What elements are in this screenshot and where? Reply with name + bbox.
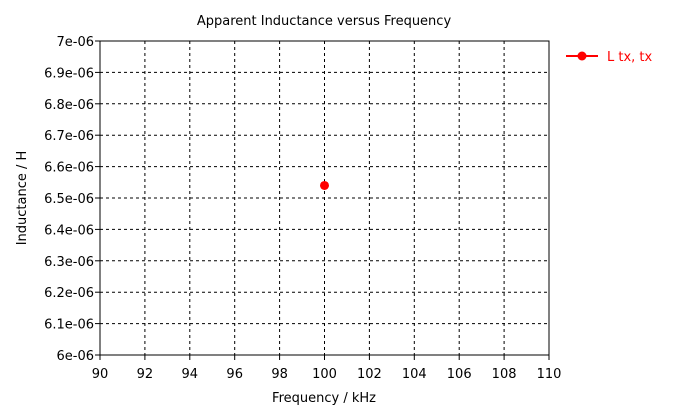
y-axis-title: Inductance / H	[15, 151, 30, 246]
data-point	[320, 180, 329, 190]
x-tick-label: 90	[92, 367, 109, 382]
legend[interactable]: L tx, tx	[566, 50, 653, 65]
x-axis-title: Frequency / kHz	[272, 391, 376, 406]
y-tick-label: 6.6e-06	[44, 161, 94, 176]
y-tick-label: 6.9e-06	[44, 66, 94, 81]
legend-label: L tx, tx	[607, 50, 653, 65]
y-tick-label: 6.7e-06	[44, 129, 94, 144]
x-tick-label: 96	[226, 367, 243, 382]
legend-marker	[577, 51, 587, 61]
y-tick-label: 7e-06	[56, 35, 94, 50]
y-tick-label: 6.4e-06	[44, 223, 94, 238]
x-tick-label: 98	[271, 367, 288, 382]
x-tick-label: 108	[492, 367, 517, 382]
x-tick-label: 104	[402, 367, 427, 382]
x-tick-label: 94	[182, 367, 199, 382]
y-tick-label: 6.8e-06	[44, 98, 94, 113]
x-tick-label: 106	[447, 367, 472, 382]
y-tick-label: 6.1e-06	[44, 318, 94, 333]
grid-lines	[100, 41, 549, 355]
y-tick-label: 6e-06	[56, 349, 94, 364]
x-tick-label: 110	[537, 367, 562, 382]
y-tick-label: 6.3e-06	[44, 255, 94, 270]
data-points	[320, 180, 329, 190]
x-axis-tick-labels: 90 92 94 96 98 100 102 104 106 108 110	[92, 367, 562, 382]
y-tick-label: 6.2e-06	[44, 286, 94, 301]
y-axis-tick-labels: 6e-06 6.1e-06 6.2e-06 6.3e-06 6.4e-06 6.5e-06…	[44, 35, 94, 364]
x-tick-label: 100	[312, 367, 337, 382]
tick-marks	[95, 40, 550, 360]
y-tick-label: 6.5e-06	[44, 192, 94, 207]
plot-area	[99, 40, 550, 356]
chart-title: Apparent Inductance versus Frequency	[197, 14, 452, 29]
x-tick-label: 102	[357, 367, 382, 382]
x-tick-label: 92	[137, 367, 154, 382]
